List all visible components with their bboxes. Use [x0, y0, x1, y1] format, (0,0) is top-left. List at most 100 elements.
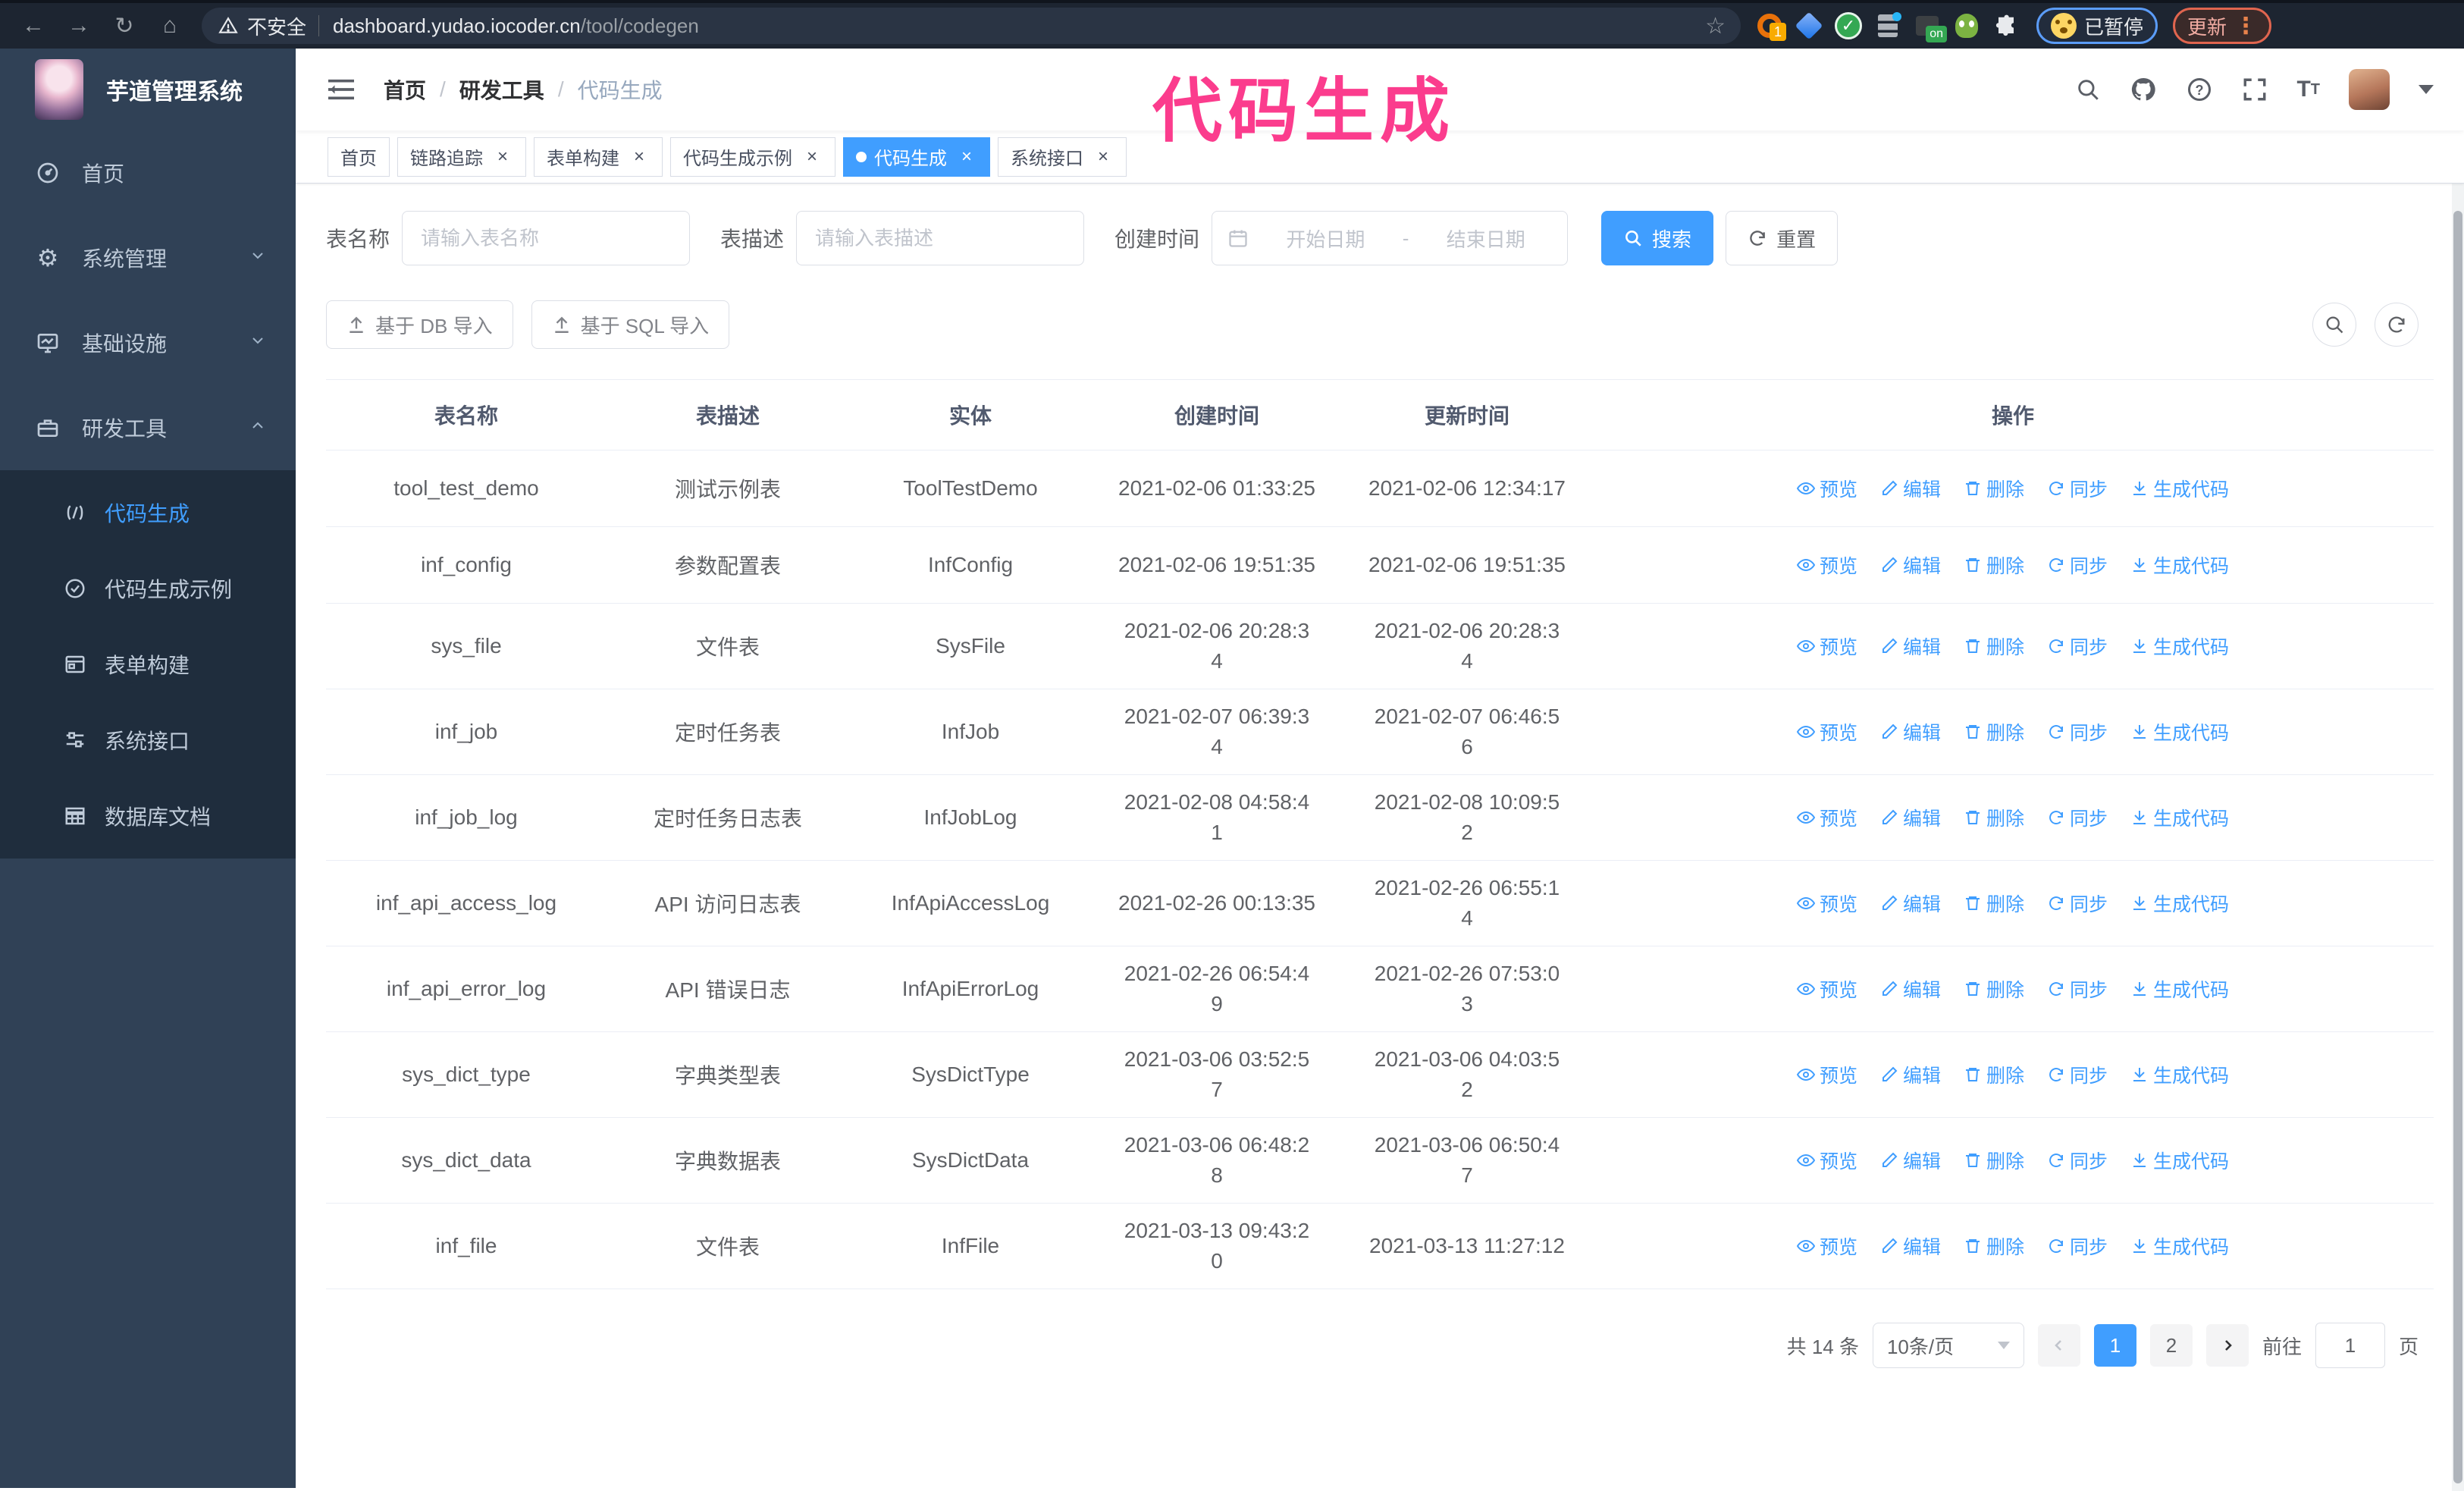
edit-link[interactable]: 编辑 [1880, 804, 1941, 831]
avatar-caret-down-icon[interactable] [2419, 85, 2434, 94]
close-icon[interactable]: × [961, 146, 972, 167]
tab-system-api[interactable]: 系统接口 × [998, 137, 1127, 177]
import-db-button[interactable]: 基于 DB 导入 [326, 300, 513, 349]
close-icon[interactable]: × [497, 146, 508, 167]
breadcrumb-home[interactable]: 首页 [384, 79, 427, 102]
sync-link[interactable]: 同步 [2047, 1061, 2108, 1088]
sidebar-item-system[interactable]: ⚙ 系统管理 [0, 215, 296, 300]
edit-link[interactable]: 编辑 [1880, 718, 1941, 746]
bookmark-star-icon[interactable]: ☆ [1705, 13, 1726, 39]
sync-link[interactable]: 同步 [2047, 975, 2108, 1003]
page-button-1[interactable]: 1 [2093, 1324, 2136, 1367]
sidebar-item-db-doc[interactable]: 数据库文档 [0, 778, 296, 854]
preview-link[interactable]: 预览 [1796, 975, 1857, 1003]
sync-link[interactable]: 同步 [2047, 718, 2108, 746]
generate-code-link[interactable]: 生成代码 [2130, 718, 2229, 746]
close-icon[interactable]: × [1097, 146, 1108, 167]
sync-link[interactable]: 同步 [2047, 632, 2108, 660]
tab-tracing[interactable]: 链路追踪 × [397, 137, 526, 177]
sidebar-item-system-api[interactable]: 系统接口 [0, 702, 296, 778]
prev-page-button[interactable] [2037, 1324, 2080, 1367]
preview-link[interactable]: 预览 [1796, 475, 1857, 502]
generate-code-link[interactable]: 生成代码 [2130, 551, 2229, 579]
reset-button[interactable]: 重置 [1726, 211, 1839, 265]
tab-form-builder[interactable]: 表单构建 × [534, 137, 663, 177]
delete-link[interactable]: 删除 [1964, 1147, 2024, 1174]
page-size-select[interactable]: 10条/页 [1872, 1323, 2024, 1368]
extension-alien-icon[interactable] [1950, 9, 1983, 42]
import-sql-button[interactable]: 基于 SQL 导入 [531, 300, 730, 349]
generate-code-link[interactable]: 生成代码 [2130, 804, 2229, 831]
extension-orange-icon[interactable]: 1 [1753, 9, 1786, 42]
sync-link[interactable]: 同步 [2047, 1232, 2108, 1260]
extension-sliders-icon[interactable] [1871, 9, 1904, 42]
next-page-button[interactable] [2205, 1324, 2249, 1367]
sidebar-item-codegen-example[interactable]: 代码生成示例 [0, 551, 296, 626]
forward-icon[interactable]: → [67, 13, 90, 38]
address-bar[interactable]: 不安全 dashboard.yudao.iocoder.cn /tool/cod… [202, 8, 1741, 44]
page-scrollbar[interactable] [2452, 49, 2464, 1491]
sync-link[interactable]: 同步 [2047, 475, 2108, 502]
extension-green-check-icon[interactable]: ✓ [1832, 9, 1865, 42]
generate-code-link[interactable]: 生成代码 [2130, 475, 2229, 502]
sync-link[interactable]: 同步 [2047, 1147, 2108, 1174]
table-name-input[interactable] [402, 211, 691, 265]
avatar[interactable] [2349, 69, 2390, 110]
sync-link[interactable]: 同步 [2047, 551, 2108, 579]
extension-puzzle-icon[interactable] [1989, 9, 2023, 42]
edit-link[interactable]: 编辑 [1880, 975, 1941, 1003]
scrollbar-thumb[interactable] [2453, 211, 2462, 1483]
delete-link[interactable]: 删除 [1964, 975, 2024, 1003]
home-icon[interactable]: ⌂ [162, 13, 177, 38]
paused-extension-pill[interactable]: 已暂停 [2036, 8, 2158, 44]
preview-link[interactable]: 预览 [1796, 551, 1857, 579]
delete-link[interactable]: 删除 [1964, 1232, 2024, 1260]
delete-link[interactable]: 删除 [1964, 718, 2024, 746]
preview-link[interactable]: 预览 [1796, 632, 1857, 660]
extension-dark-on-icon[interactable]: on [1911, 9, 1947, 42]
delete-link[interactable]: 删除 [1964, 632, 2024, 660]
sidebar-item-home[interactable]: 首页 [0, 130, 296, 215]
generate-code-link[interactable]: 生成代码 [2130, 1147, 2229, 1174]
not-secure-label[interactable]: 不安全 [247, 15, 307, 39]
github-icon[interactable] [2130, 76, 2157, 103]
edit-link[interactable]: 编辑 [1880, 1061, 1941, 1088]
edit-link[interactable]: 编辑 [1880, 1147, 1941, 1174]
toggle-search-button[interactable] [2312, 303, 2356, 347]
edit-link[interactable]: 编辑 [1880, 632, 1941, 660]
generate-code-link[interactable]: 生成代码 [2130, 975, 2229, 1003]
edit-link[interactable]: 编辑 [1880, 1232, 1941, 1260]
preview-link[interactable]: 预览 [1796, 1147, 1857, 1174]
generate-code-link[interactable]: 生成代码 [2130, 1232, 2229, 1260]
delete-link[interactable]: 删除 [1964, 551, 2024, 579]
generate-code-link[interactable]: 生成代码 [2130, 890, 2229, 917]
delete-link[interactable]: 删除 [1964, 804, 2024, 831]
extension-gem-icon[interactable] [1792, 9, 1826, 42]
generate-code-link[interactable]: 生成代码 [2130, 1061, 2229, 1088]
update-button[interactable]: 更新 ⋮ [2173, 8, 2272, 44]
hamburger-icon[interactable] [326, 77, 356, 102]
edit-link[interactable]: 编辑 [1880, 551, 1941, 579]
sync-link[interactable]: 同步 [2047, 890, 2108, 917]
table-desc-input[interactable] [796, 211, 1085, 265]
sidebar-item-devtools[interactable]: 研发工具 [0, 385, 296, 470]
preview-link[interactable]: 预览 [1796, 890, 1857, 917]
help-icon[interactable]: ? [2186, 76, 2213, 103]
browser-menu-dots-icon[interactable]: ⋮ [2234, 13, 2258, 39]
preview-link[interactable]: 预览 [1796, 1061, 1857, 1088]
fullscreen-icon[interactable] [2242, 77, 2268, 102]
search-icon[interactable] [2075, 77, 2101, 102]
refresh-table-button[interactable] [2375, 303, 2419, 347]
page-button-2[interactable]: 2 [2149, 1324, 2193, 1367]
preview-link[interactable]: 预览 [1796, 718, 1857, 746]
tab-home[interactable]: 首页 [328, 137, 390, 177]
preview-link[interactable]: 预览 [1796, 804, 1857, 831]
sidebar-item-form-builder[interactable]: 表单构建 [0, 626, 296, 702]
delete-link[interactable]: 删除 [1964, 1061, 2024, 1088]
app-logo[interactable]: 芋道管理系统 [0, 49, 296, 130]
date-range-picker[interactable]: 开始日期 - 结束日期 [1212, 211, 1569, 265]
delete-link[interactable]: 删除 [1964, 890, 2024, 917]
sync-link[interactable]: 同步 [2047, 804, 2108, 831]
tab-codegen-example[interactable]: 代码生成示例 × [670, 137, 835, 177]
